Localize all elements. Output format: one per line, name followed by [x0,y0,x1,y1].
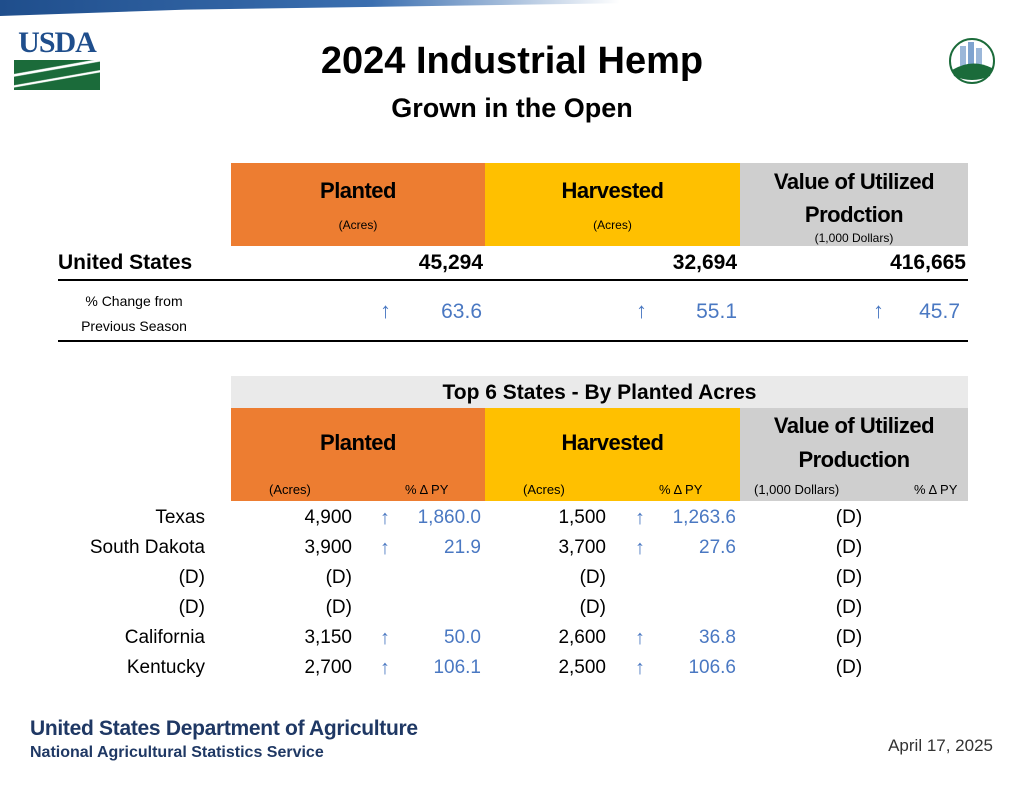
header-unit: (Acres) [338,217,378,232]
pct-label: % Δ PY [914,482,958,497]
table-row: (D) (D) (D) (D) [0,593,1024,623]
subheader-harvested: (Acres) % Δ PY [485,478,740,501]
us-harvested: 32,694 [672,251,737,274]
harvested-pct: 27.6 [699,537,736,558]
state-name: Texas [155,507,205,528]
divider [58,340,968,342]
header-swoosh [0,0,620,16]
change-label: % Change from Previous Season [81,293,187,334]
subheader-value: (1,000 Dollars) % Δ PY [740,478,968,501]
value-dollars: (D) [835,507,863,528]
change-harvested: 55.1 [696,300,737,323]
harvested-acres: 2,500 [558,657,606,678]
arrow-up-icon: ↑ [380,537,390,559]
harvested-acres: 2,600 [558,627,606,648]
states-header-planted: Planted [231,408,485,478]
unit-label: (1,000 Dollars) [754,482,840,497]
page-subtitle: Grown in the Open [391,93,633,123]
table-row: Texas 4,900 ↑ 1,860.0 1,500 ↑ 1,263.6 (D) [0,503,1024,533]
arrow-up-icon: ↑ [380,657,390,679]
harvested-acres: 1,500 [558,507,606,528]
planted-acres: 3,900 [304,537,352,558]
unit-label: (Acres) [523,482,565,497]
states-header-value: Value of Utilized Production [740,408,968,478]
state-name: (D) [178,597,205,618]
us-planted: 45,294 [418,251,483,274]
state-name: (D) [178,567,205,588]
harvested-pct: 106.6 [688,657,736,678]
pct-label: % Δ PY [405,482,449,497]
harvested-acres: (D) [579,567,606,588]
planted-acres: 4,900 [304,507,352,528]
header-label: Harvested [561,430,664,455]
arrow-up-icon: ↑ [636,298,647,323]
page-title: 2024 Industrial Hemp [320,40,704,82]
states-header-harvested: Harvested [485,408,740,478]
arrow-up-icon: ↑ [635,507,645,529]
usda-logo: USDA [14,28,100,92]
state-name: California [124,627,205,648]
arrow-up-icon: ↑ [380,627,390,649]
top-states-title: Top 6 States - By Planted Acres [231,376,968,408]
state-name: South Dakota [89,537,205,558]
header-label: Value of Utilized Prodction [773,168,935,227]
subheader-planted: (Acres) % Δ PY [231,478,485,501]
arrow-up-icon: ↑ [635,537,645,559]
header-unit: (Acres) [593,217,632,232]
us-value: 416,665 [890,251,966,274]
summary-header-planted: Planted (Acres) [231,163,485,246]
header-unit: (1,000 Dollars) [814,230,894,245]
states-table-body: Texas 4,900 ↑ 1,860.0 1,500 ↑ 1,263.6 (D) South … [0,503,1024,683]
value-dollars: (D) [835,627,863,648]
agriculture-counts-logo [949,38,995,84]
planted-acres: 3,150 [304,627,352,648]
summary-header-value: Value of Utilized Prodction (1,000 Dolla… [740,163,968,246]
us-label: United States [58,251,193,274]
unit-label: (Acres) [269,482,311,497]
value-dollars: (D) [835,537,863,558]
harvested-acres: (D) [579,597,606,618]
planted-acres: (D) [325,567,352,588]
table-row: California 3,150 ↑ 50.0 2,600 ↑ 36.8 (D) [0,623,1024,653]
planted-acres: (D) [325,597,352,618]
planted-pct: 50.0 [444,627,481,648]
header-label: Harvested [561,177,664,203]
footer-date: April 17, 2025 [888,736,993,755]
summary-header-harvested: Harvested (Acres) [485,163,740,246]
change-value: 45.7 [919,300,960,323]
arrow-up-icon: ↑ [873,298,884,323]
header-label: Value of Utilized Production [773,413,935,472]
state-name: Kentucky [126,657,205,678]
table-row: Kentucky 2,700 ↑ 106.1 2,500 ↑ 106.6 (D) [0,653,1024,683]
pct-label: % Δ PY [659,482,703,497]
planted-pct: 1,860.0 [417,507,481,528]
value-dollars: (D) [835,597,863,618]
header-label: Planted [320,177,396,203]
table-row: (D) (D) (D) (D) [0,563,1024,593]
change-planted: 63.6 [441,300,482,323]
arrow-up-icon: ↑ [380,507,390,529]
arrow-up-icon: ↑ [635,627,645,649]
arrow-up-icon: ↑ [380,298,391,323]
planted-acres: 2,700 [304,657,352,678]
table-row: South Dakota 3,900 ↑ 21.9 3,700 ↑ 27.6 (D) [0,533,1024,563]
arrow-up-icon: ↑ [635,657,645,679]
footer-agency: National Agricultural Statistics Service [30,744,324,761]
harvested-acres: 3,700 [558,537,606,558]
divider [58,279,968,281]
planted-pct: 21.9 [444,537,481,558]
harvested-pct: 36.8 [699,627,736,648]
harvested-pct: 1,263.6 [672,507,736,528]
value-dollars: (D) [835,567,863,588]
header-label: Planted [320,430,396,455]
footer-org: United States Department of Agriculture [30,717,418,740]
value-dollars: (D) [835,657,863,678]
planted-pct: 106.1 [433,657,481,678]
